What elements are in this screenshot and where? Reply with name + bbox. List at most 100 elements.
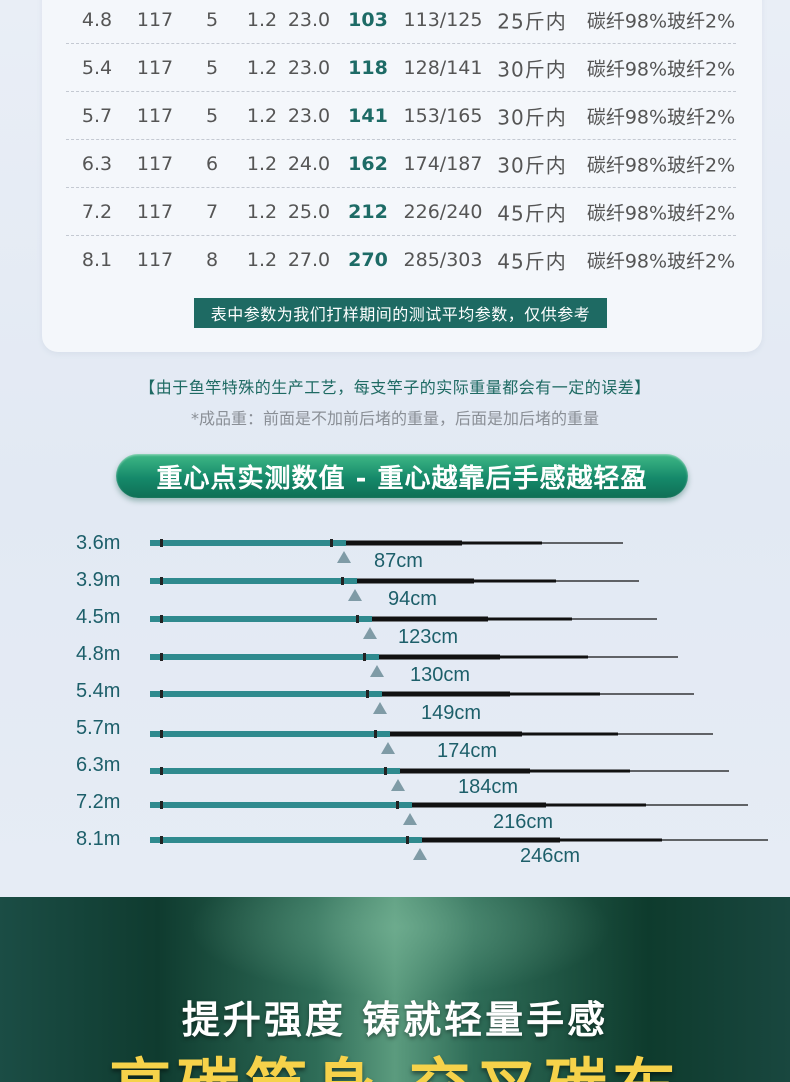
rod-marker xyxy=(363,653,366,661)
table-cell-material: 碳纤98%玻纤2% xyxy=(586,106,736,128)
table-cell-material: 碳纤98%玻纤2% xyxy=(586,154,736,176)
table-cell-length: 7.2 xyxy=(81,200,113,223)
table-cell-c2: 117 xyxy=(136,200,174,223)
rod-5 xyxy=(150,730,713,754)
rod-mid-section xyxy=(462,541,542,545)
table-cell-weight: 270 xyxy=(348,249,388,271)
rod-butt-section xyxy=(382,691,510,697)
table-cell-weight: 162 xyxy=(348,152,388,175)
table-cell-material: 碳纤98%玻纤2% xyxy=(586,202,736,224)
table-cell-c4: 1.2 xyxy=(246,104,278,127)
table-cell-finished-weight: 113/125 xyxy=(403,8,483,31)
rod-0 xyxy=(150,539,623,563)
table-cell-length: 8.1 xyxy=(81,249,113,271)
table-cell-c3: 6 xyxy=(205,152,219,175)
center-of-gravity-triangle-icon xyxy=(403,813,417,825)
rod-handle xyxy=(150,616,372,622)
center-of-gravity-value: 246cm xyxy=(520,845,581,867)
rod-4 xyxy=(150,690,694,714)
rod-marker xyxy=(160,836,163,844)
table-cell-material: 碳纤98%玻纤2% xyxy=(586,10,736,32)
table-row: 5.7 117 5 1.2 23.0 141 153/165 30斤内 碳纤98%玻纤2% xyxy=(66,92,736,140)
table-cell-capacity: 30斤内 xyxy=(497,57,567,81)
table-cell-material: 碳纤98%玻纤2% xyxy=(586,250,736,273)
table-row: 5.4 117 5 1.2 23.0 118 128/141 30斤内 碳纤98%玻纤2% xyxy=(66,44,736,92)
rod-marker xyxy=(160,767,163,775)
rod-butt-section xyxy=(400,768,530,774)
rod-marker xyxy=(160,577,163,585)
rod-handle xyxy=(150,731,390,737)
table-cell-c2: 117 xyxy=(136,152,174,175)
rod-marker xyxy=(160,690,163,698)
rod-length-label: 4.5m xyxy=(76,606,121,628)
table-cell-c4: 1.2 xyxy=(246,8,278,31)
table-cell-weight: 118 xyxy=(348,56,388,79)
table-cell-length: 5.7 xyxy=(81,104,113,127)
rod-1 xyxy=(150,577,639,601)
center-of-gravity-triangle-icon xyxy=(391,779,405,791)
table-row: 8.1 117 8 1.2 27.0 270 285/303 45斤内 碳纤98%玻纤2% xyxy=(66,236,736,284)
rod-marker xyxy=(160,539,163,547)
rod-marker xyxy=(341,577,344,585)
table-cell-capacity: 30斤内 xyxy=(497,105,567,129)
table-cell-c5: 25.0 xyxy=(287,200,331,223)
table-cell-weight: 212 xyxy=(348,200,388,223)
center-of-gravity-triangle-icon xyxy=(337,551,351,563)
rod-mid-section xyxy=(530,769,630,773)
rod-length-label: 4.8m xyxy=(76,643,121,665)
finished-weight-note: *成品重：前面是不加前后堵的重量，后面是加后堵的重量 xyxy=(190,409,599,428)
center-of-gravity-value: 149cm xyxy=(421,702,482,724)
table-cell-c3: 5 xyxy=(205,56,219,79)
rod-length-label: 3.9m xyxy=(76,569,121,591)
rod-length-label: 7.2m xyxy=(76,791,121,813)
rod-marker xyxy=(374,730,377,738)
rod-length-label: 5.7m xyxy=(76,717,121,739)
table-cell-capacity: 25斤内 xyxy=(497,9,567,33)
table-cell-c3: 7 xyxy=(205,200,219,223)
rod-butt-section xyxy=(412,802,546,808)
rod-8 xyxy=(150,836,768,860)
rod-mid-section xyxy=(522,732,618,736)
table-row: 6.3 117 6 1.2 24.0 162 174/187 30斤内 碳纤98%玻纤2% xyxy=(66,140,736,188)
center-of-gravity-triangle-icon xyxy=(413,848,427,860)
center-of-gravity-value: 216cm xyxy=(493,811,554,833)
rod-butt-section xyxy=(390,731,522,737)
weight-disclaimer: 【由于鱼竿特殊的生产工艺，每支竿子的实际重量都会有一定的误差】 xyxy=(139,378,651,397)
promo-headline: 高碳竿身 交叉碳布 xyxy=(0,1037,790,1082)
center-of-gravity-triangle-icon xyxy=(370,665,384,677)
table-cell-c3: 8 xyxy=(205,249,219,271)
rod-handle xyxy=(150,578,357,584)
table-cell-c4: 1.2 xyxy=(246,152,278,175)
rod-butt-section xyxy=(422,837,560,843)
table-cell-length: 4.8 xyxy=(81,8,113,31)
rod-marker xyxy=(330,539,333,547)
rod-handle xyxy=(150,540,346,546)
table-cell-c3: 5 xyxy=(205,8,219,31)
center-of-gravity-value: 184cm xyxy=(458,776,519,798)
rod-marker xyxy=(160,615,163,623)
center-of-gravity-triangle-icon xyxy=(363,627,377,639)
rod-mid-section xyxy=(560,838,662,842)
rod-mid-section xyxy=(510,692,600,696)
table-cell-c4: 1.2 xyxy=(246,249,278,271)
rod-marker xyxy=(356,615,359,623)
center-of-gravity-triangle-icon xyxy=(373,702,387,714)
rod-marker xyxy=(160,801,163,809)
rod-marker xyxy=(160,653,163,661)
table-cell-weight: 103 xyxy=(348,8,388,31)
rod-length-label: 8.1m xyxy=(76,828,121,850)
table-cell-c2: 117 xyxy=(136,104,174,127)
center-of-gravity-value: 94cm xyxy=(388,588,437,610)
rod-length-label: 6.3m xyxy=(76,754,121,776)
rod-butt-section xyxy=(372,616,488,622)
rod-mid-section xyxy=(488,617,572,621)
table-cell-length: 6.3 xyxy=(81,152,113,175)
table-cell-weight: 141 xyxy=(348,104,388,127)
rod-butt-section xyxy=(346,540,462,546)
table-row: 7.2 117 7 1.2 25.0 212 226/240 45斤内 碳纤98%玻纤2% xyxy=(66,188,736,236)
table-cell-c5: 23.0 xyxy=(287,104,331,127)
table-cell-finished-weight: 226/240 xyxy=(403,200,483,223)
rod-mid-section xyxy=(546,803,646,807)
rod-butt-section xyxy=(379,654,500,660)
rod-2 xyxy=(150,615,657,639)
